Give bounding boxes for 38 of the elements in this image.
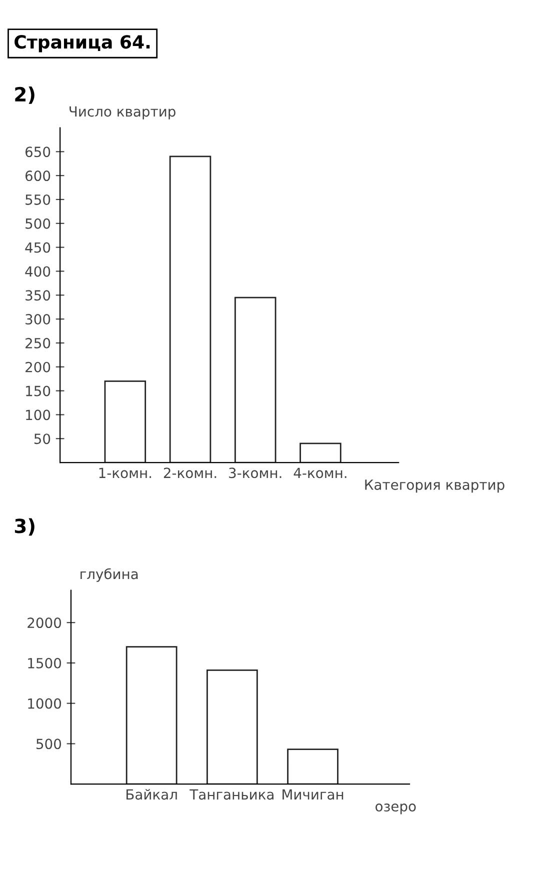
text: Страница 64. — [14, 35, 150, 52]
bar — [206, 670, 258, 784]
y-tick-label: 200 — [26, 362, 50, 372]
x-tick-label: Мичиган — [282, 789, 344, 800]
x-tick-label: 2-комн. — [164, 468, 216, 478]
bar — [234, 296, 276, 463]
x-tick-label: Танганьика — [190, 789, 274, 800]
bar — [287, 748, 338, 784]
bar — [300, 442, 342, 463]
y-tick-label: 500 — [26, 218, 50, 229]
y-tick-label: 2000 — [28, 618, 62, 628]
y-tick-label: 550 — [26, 194, 50, 205]
y-tick-label: 600 — [25, 170, 50, 182]
y-tick-label: 100 — [26, 410, 50, 420]
y-tick-label: 1500 — [28, 658, 62, 668]
y-tick-label: 400 — [25, 266, 50, 277]
y-tick-label: 650 — [25, 146, 50, 158]
x-axis-title: Категория квартир — [365, 480, 504, 493]
text: 2) — [15, 86, 34, 104]
x-tick-label: Байкал — [126, 789, 177, 800]
text: 3) — [14, 518, 34, 536]
bar — [126, 646, 178, 784]
x-tick-label: 4-комн. — [294, 468, 346, 478]
y-tick-label: 450 — [25, 242, 50, 253]
y-tick-label: 1000 — [28, 698, 62, 709]
y-axis-title: глубина — [80, 568, 138, 582]
y-tick-label: 300 — [26, 314, 50, 325]
bar — [169, 156, 212, 463]
bar — [104, 380, 146, 463]
x-axis-title: озеро — [376, 804, 416, 814]
y-tick-label: 250 — [26, 338, 50, 348]
y-tick-label: 150 — [26, 386, 50, 396]
x-tick-label: 1-комн. — [99, 468, 152, 478]
y-tick-label: 50 — [34, 434, 50, 444]
x-tick-label: 3-комн. — [229, 468, 282, 478]
y-tick-label: 350 — [26, 290, 50, 301]
y-axis-title: Число квартир — [70, 106, 176, 120]
y-tick-label: 500 — [36, 738, 62, 750]
